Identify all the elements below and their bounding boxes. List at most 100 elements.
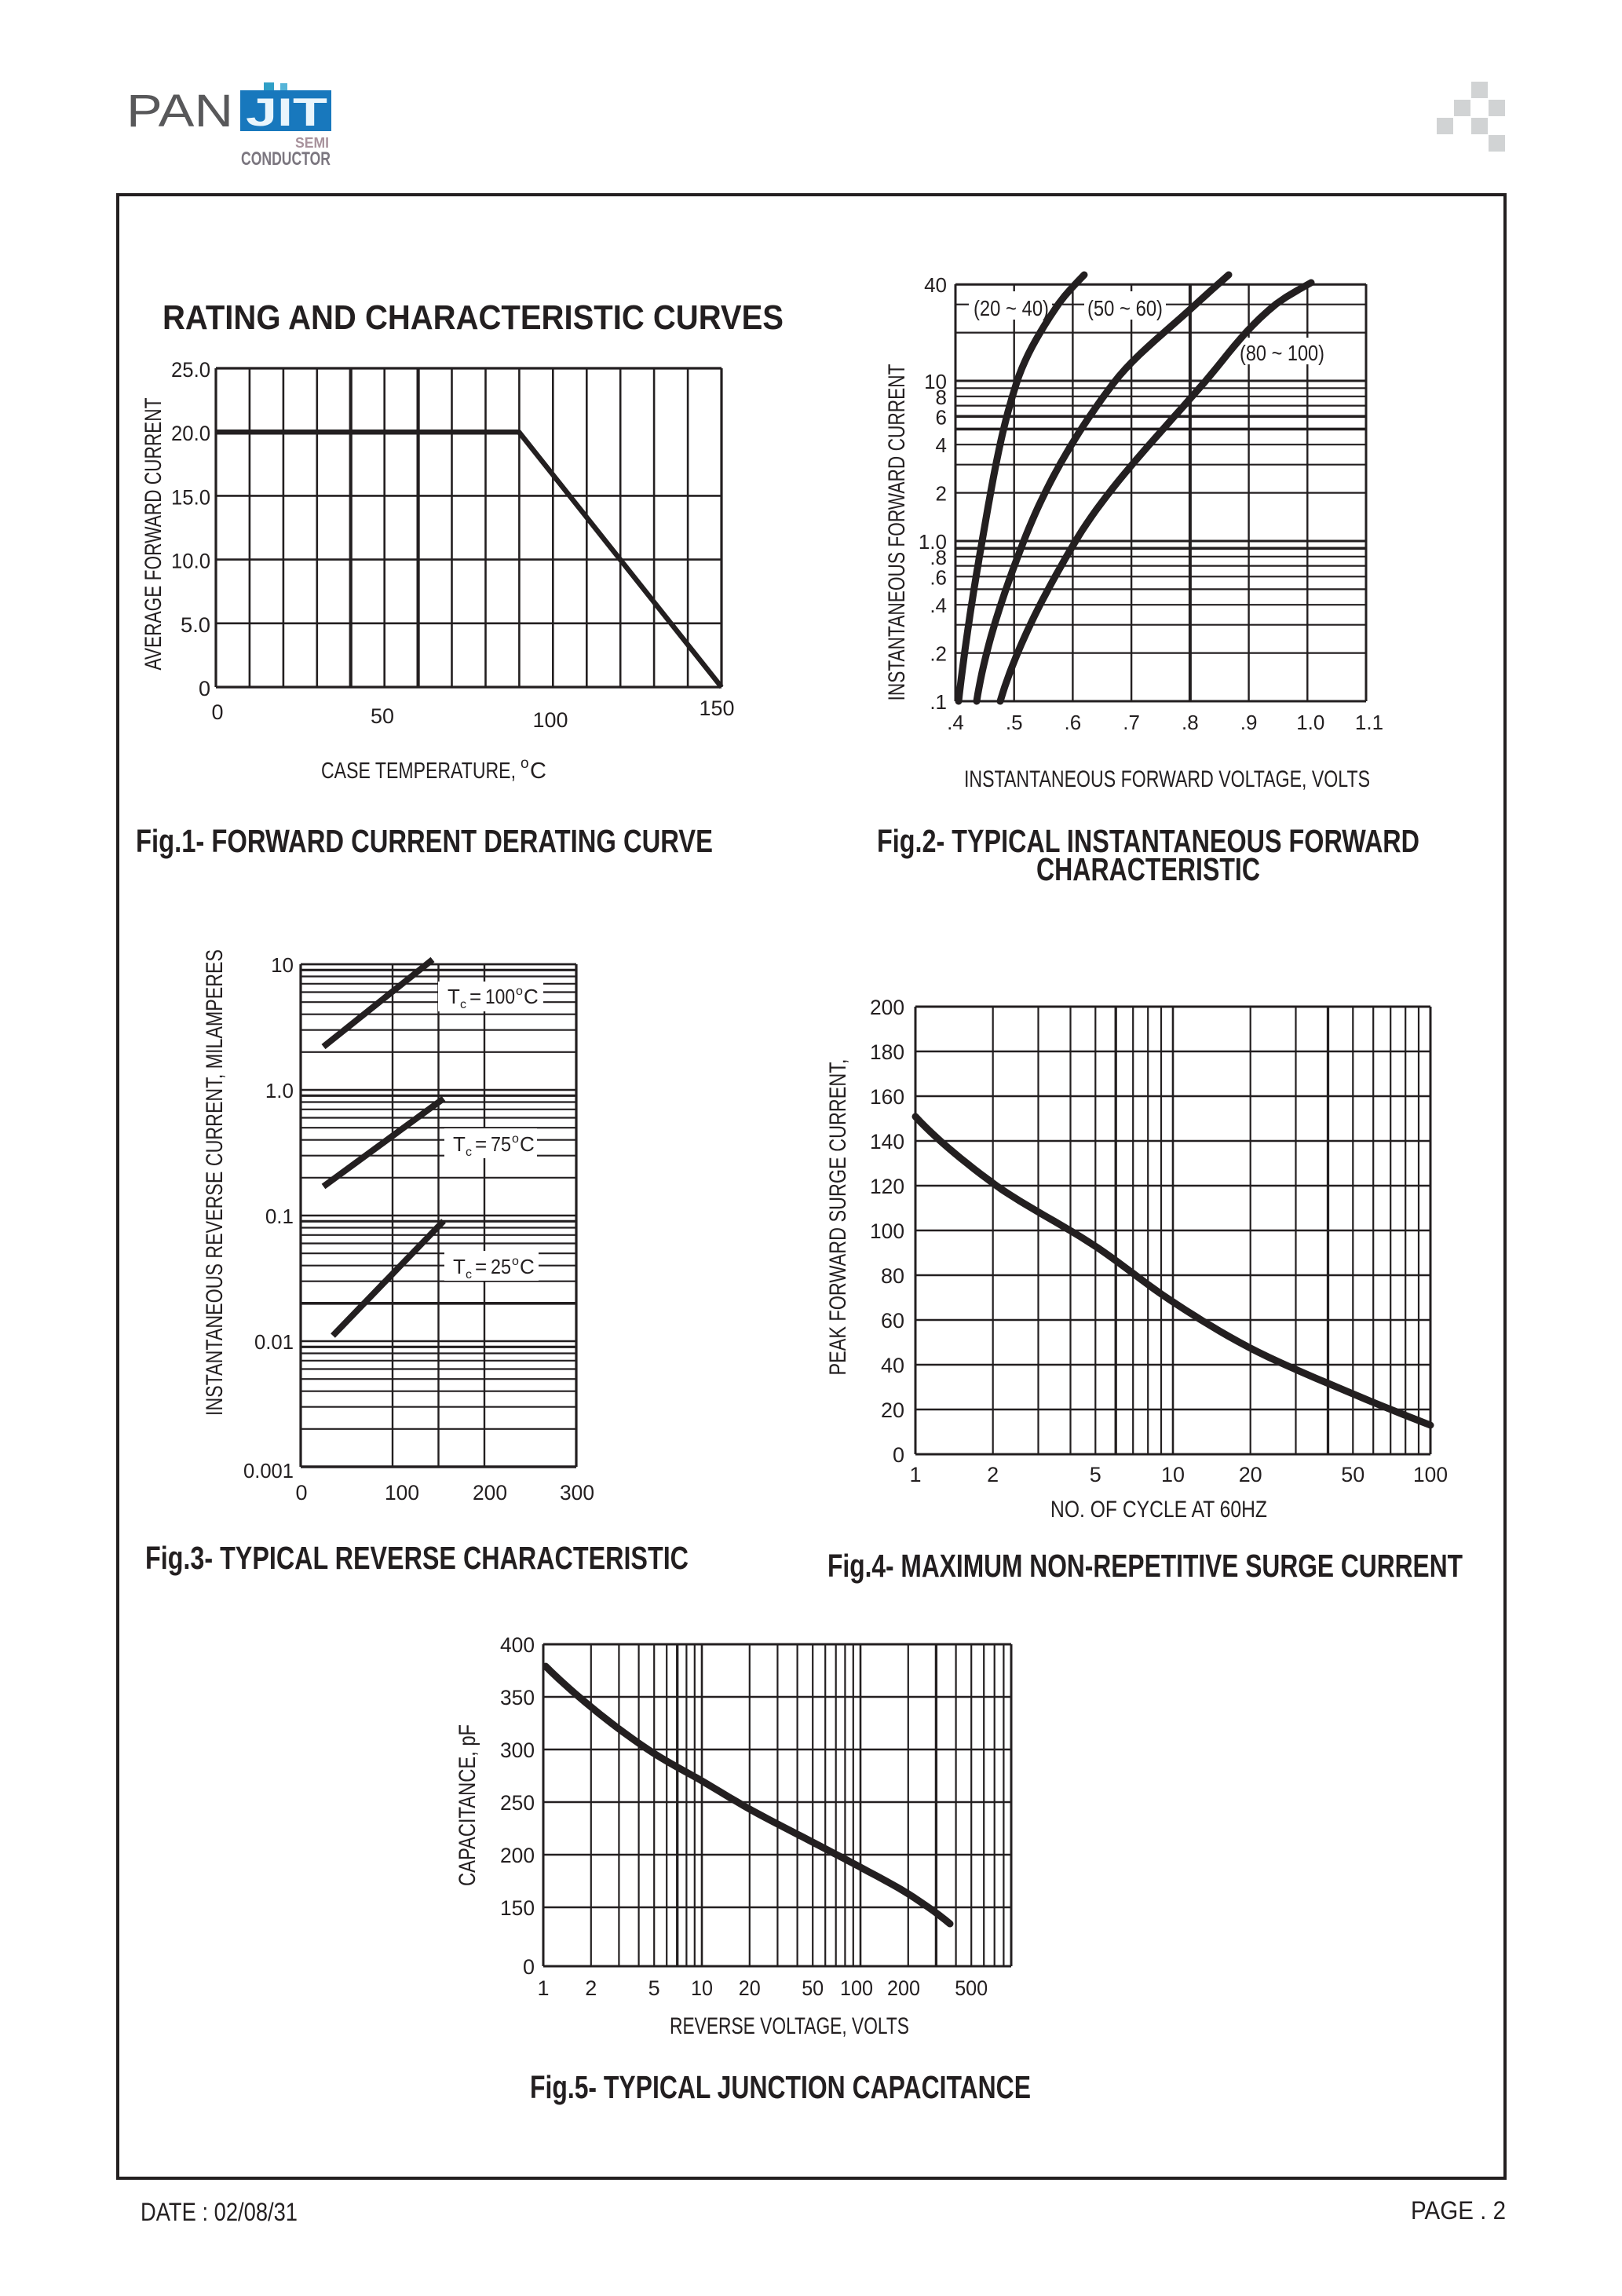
svg-text:200: 200: [887, 1976, 920, 2000]
svg-text:o: o: [512, 1255, 519, 1268]
svg-text:c: c: [466, 1146, 472, 1159]
svg-text:0.1: 0.1: [265, 1205, 294, 1228]
svg-text:0: 0: [523, 1955, 535, 1979]
svg-text:50: 50: [371, 704, 394, 728]
svg-text:10: 10: [1161, 1463, 1185, 1486]
svg-text:NO. OF CYCLE AT 60HZ: NO. OF CYCLE AT 60HZ: [1050, 1497, 1267, 1523]
svg-text:Fig.1- FORWARD CURRENT DERATIN: Fig.1- FORWARD CURRENT DERATING CURVE: [136, 823, 713, 859]
svg-text:200: 200: [870, 996, 904, 1019]
svg-text:T: T: [453, 1132, 466, 1156]
svg-text:.7: .7: [1123, 711, 1140, 734]
svg-text:Fig.2- TYPICAL INSTANTANEOUS F: Fig.2- TYPICAL INSTANTANEOUS FORWARD: [877, 823, 1419, 859]
svg-text:6: 6: [936, 405, 947, 429]
svg-text:(50 ~ 60): (50 ~ 60): [1087, 296, 1163, 320]
svg-text:180: 180: [870, 1040, 904, 1064]
svg-text:140: 140: [870, 1130, 904, 1153]
svg-text:0: 0: [295, 1481, 307, 1504]
svg-text:60: 60: [881, 1309, 904, 1333]
svg-text:C: C: [524, 985, 539, 1008]
svg-text:100: 100: [385, 1481, 419, 1504]
svg-text:CONDUCTOR: CONDUCTOR: [241, 148, 331, 170]
svg-text:.8: .8: [1182, 711, 1199, 734]
svg-text:400: 400: [500, 1633, 535, 1657]
svg-text:=: =: [475, 1132, 487, 1156]
svg-text:0: 0: [893, 1443, 904, 1467]
svg-text:o: o: [516, 985, 523, 998]
svg-text:40: 40: [881, 1354, 904, 1377]
svg-text:.1: .1: [930, 690, 947, 714]
svg-text:200: 200: [500, 1844, 535, 1867]
svg-text:C: C: [520, 1132, 535, 1156]
svg-text:.2: .2: [930, 642, 947, 666]
svg-text:.9: .9: [1240, 711, 1258, 734]
svg-text:.4: .4: [930, 594, 947, 617]
svg-text:o: o: [521, 755, 529, 772]
svg-text:5: 5: [648, 1976, 660, 2000]
svg-text:2: 2: [936, 482, 947, 506]
svg-text:.4: .4: [947, 711, 964, 734]
svg-text:Fig.4- MAXIMUM NON-REPETITIVE: Fig.4- MAXIMUM NON-REPETITIVE SURGE CURR…: [827, 1548, 1463, 1584]
svg-text:10: 10: [924, 370, 947, 393]
svg-text:INSTANTANEOUS FORWARD VOLTAGE,: INSTANTANEOUS FORWARD VOLTAGE, VOLTS: [964, 766, 1370, 792]
svg-text:150: 150: [500, 1896, 535, 1920]
svg-text:25.0: 25.0: [171, 358, 210, 382]
svg-text:10: 10: [691, 1976, 713, 2000]
svg-text:c: c: [460, 998, 466, 1011]
svg-text:15.0: 15.0: [171, 485, 210, 509]
svg-text:1.0: 1.0: [1296, 711, 1324, 734]
svg-text:.5: .5: [1006, 711, 1023, 734]
svg-text:50: 50: [802, 1976, 824, 2000]
svg-text:(80 ~ 100): (80 ~ 100): [1240, 341, 1324, 365]
svg-text:8: 8: [936, 386, 947, 409]
svg-text:20.0: 20.0: [171, 422, 210, 445]
svg-text:PAN: PAN: [126, 86, 233, 137]
svg-text:Fig.3- TYPICAL REVERSE CHARACT: Fig.3- TYPICAL REVERSE CHARACTERISTIC: [145, 1540, 689, 1576]
svg-text:50: 50: [1341, 1463, 1364, 1486]
svg-text:0: 0: [211, 700, 223, 724]
svg-text:1: 1: [909, 1463, 921, 1486]
svg-text:10.0: 10.0: [171, 550, 210, 573]
svg-text:500: 500: [955, 1976, 988, 2000]
svg-text:c: c: [466, 1268, 472, 1281]
svg-text:Fig.5- TYPICAL JUNCTION CAPACI: Fig.5- TYPICAL JUNCTION CAPACITANCE: [530, 2069, 1031, 2105]
svg-text:T: T: [448, 985, 460, 1008]
svg-text:25: 25: [491, 1255, 511, 1278]
svg-text:0: 0: [199, 677, 210, 700]
svg-text:C: C: [520, 1255, 535, 1278]
svg-text:75: 75: [491, 1132, 511, 1156]
svg-text:1.0: 1.0: [265, 1079, 294, 1102]
svg-text:=: =: [469, 985, 481, 1008]
svg-text:5: 5: [1090, 1463, 1101, 1486]
svg-text:T: T: [453, 1255, 466, 1278]
svg-text:100: 100: [840, 1976, 873, 2000]
svg-text:RATING AND CHARACTERISTIC CURV: RATING AND CHARACTERISTIC CURVES: [163, 298, 784, 337]
svg-text:350: 350: [500, 1686, 535, 1709]
svg-text:20: 20: [1239, 1463, 1262, 1486]
svg-text:1.0: 1.0: [919, 530, 947, 554]
svg-text:.6: .6: [930, 565, 947, 589]
svg-text:100: 100: [1413, 1463, 1448, 1486]
svg-text:2: 2: [585, 1976, 597, 2000]
svg-text:160: 160: [870, 1085, 904, 1109]
svg-text:CASE TEMPERATURE,: CASE TEMPERATURE,: [321, 759, 516, 784]
svg-text:80: 80: [881, 1264, 904, 1288]
svg-text:INSTANTANEOUS REVERSE CURRENT,: INSTANTANEOUS REVERSE CURRENT, MILAMPERE…: [202, 949, 228, 1416]
svg-text:PEAK FORWARD SURGE CURRENT,: PEAK FORWARD SURGE CURRENT,: [825, 1059, 851, 1376]
svg-text:AVERAGE FORWARD CURRENT: AVERAGE FORWARD CURRENT: [141, 398, 166, 671]
svg-text:100: 100: [870, 1219, 904, 1243]
svg-text:40: 40: [924, 273, 947, 297]
svg-text:CHARACTERISTIC: CHARACTERISTIC: [1036, 851, 1260, 887]
svg-text:1.1: 1.1: [1355, 711, 1383, 734]
svg-text:C: C: [530, 759, 546, 784]
svg-text:SEMI: SEMI: [295, 135, 329, 151]
svg-text:1: 1: [537, 1976, 549, 2000]
svg-text:2: 2: [987, 1463, 999, 1486]
svg-text:10: 10: [271, 953, 294, 977]
svg-text:4: 4: [936, 433, 947, 457]
svg-text:300: 300: [500, 1738, 535, 1762]
svg-text:INSTANTANEOUS FORWARD CURRENT: INSTANTANEOUS FORWARD CURRENT: [884, 364, 910, 701]
svg-text:DATE : 02/08/31: DATE : 02/08/31: [141, 2198, 298, 2226]
svg-text:150: 150: [700, 696, 735, 720]
svg-text:JIT: JIT: [246, 90, 327, 134]
svg-text:100: 100: [485, 985, 515, 1008]
